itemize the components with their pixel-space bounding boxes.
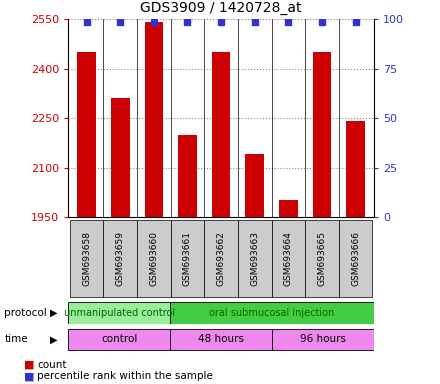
Text: GSM693662: GSM693662 <box>216 231 226 286</box>
Text: GSM693661: GSM693661 <box>183 231 192 286</box>
Bar <box>212 52 231 217</box>
Text: ▶: ▶ <box>50 308 58 318</box>
Bar <box>178 134 197 217</box>
FancyBboxPatch shape <box>238 220 271 297</box>
Bar <box>246 154 264 217</box>
Text: control: control <box>101 334 137 344</box>
Text: time: time <box>4 334 28 344</box>
FancyBboxPatch shape <box>170 301 374 324</box>
FancyBboxPatch shape <box>68 328 170 351</box>
Text: protocol: protocol <box>4 308 47 318</box>
FancyBboxPatch shape <box>272 328 374 351</box>
FancyBboxPatch shape <box>271 220 305 297</box>
FancyBboxPatch shape <box>170 328 272 351</box>
Text: unmanipulated control: unmanipulated control <box>64 308 175 318</box>
Text: GSM693659: GSM693659 <box>116 231 125 286</box>
FancyBboxPatch shape <box>103 220 137 297</box>
Text: 48 hours: 48 hours <box>198 334 244 344</box>
Text: GSM693663: GSM693663 <box>250 231 259 286</box>
Bar <box>279 200 297 217</box>
Text: ▶: ▶ <box>50 334 58 344</box>
Text: percentile rank within the sample: percentile rank within the sample <box>37 371 213 381</box>
Bar <box>77 52 96 217</box>
Text: GSM693660: GSM693660 <box>150 231 158 286</box>
FancyBboxPatch shape <box>68 301 170 324</box>
Text: GSM693658: GSM693658 <box>82 231 91 286</box>
Text: ■: ■ <box>24 371 35 381</box>
Bar <box>145 23 163 217</box>
Text: count: count <box>37 360 67 370</box>
FancyBboxPatch shape <box>171 220 204 297</box>
Text: GSM693665: GSM693665 <box>317 231 326 286</box>
Title: GDS3909 / 1420728_at: GDS3909 / 1420728_at <box>140 2 302 15</box>
Text: GSM693664: GSM693664 <box>284 231 293 286</box>
FancyBboxPatch shape <box>339 220 372 297</box>
Text: oral submucosal injection: oral submucosal injection <box>209 308 335 318</box>
Bar <box>111 98 129 217</box>
Bar <box>346 121 365 217</box>
FancyBboxPatch shape <box>70 220 103 297</box>
FancyBboxPatch shape <box>305 220 339 297</box>
FancyBboxPatch shape <box>204 220 238 297</box>
Text: GSM693666: GSM693666 <box>351 231 360 286</box>
FancyBboxPatch shape <box>137 220 171 297</box>
Bar <box>313 52 331 217</box>
Text: 96 hours: 96 hours <box>300 334 346 344</box>
Text: ■: ■ <box>24 360 35 370</box>
